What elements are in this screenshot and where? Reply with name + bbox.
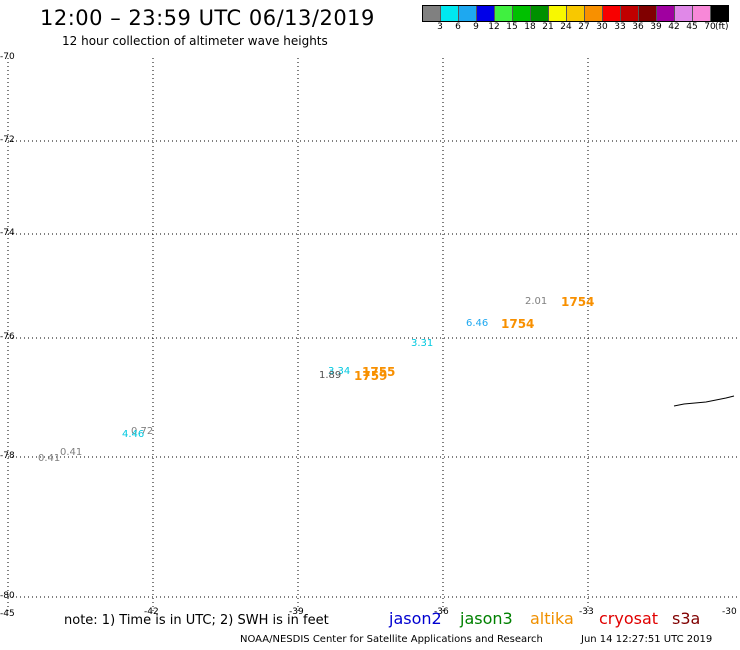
grid-lines (7, 58, 740, 612)
lat-label: -74 (0, 228, 15, 238)
legend-swatch (657, 6, 675, 21)
satellite-label-s3a: s3a (672, 609, 701, 628)
lon-label: -36 (434, 607, 449, 617)
map-title: 12:00 – 23:59 UTC 06/13/2019 (40, 6, 375, 30)
legend-unit: (ft) (715, 22, 729, 32)
satellite-label-altika: altika (530, 609, 574, 628)
legend-label: 12 (488, 22, 500, 32)
legend-swatch (675, 6, 693, 21)
legend-label: 21 (542, 22, 554, 32)
legend-swatch (621, 6, 639, 21)
legend-label: 70 (704, 22, 716, 32)
pass-time-label: 1759 (354, 369, 388, 383)
legend-swatch (585, 6, 603, 21)
wave-height-value: 0.41 (60, 447, 83, 458)
legend-swatch (567, 6, 585, 21)
legend-label: 36 (632, 22, 644, 32)
legend-label: 39 (650, 22, 662, 32)
legend-label: 9 (473, 22, 479, 32)
lon-label: -33 (579, 607, 594, 617)
legend-swatch (441, 6, 459, 21)
legend-label: 18 (524, 22, 536, 32)
legend-label: 6 (455, 22, 461, 32)
lon-label: -30 (722, 607, 737, 617)
wave-height-value: 4.46 (122, 429, 145, 440)
legend-swatch (693, 6, 711, 21)
legend-swatch (477, 6, 495, 21)
legend-swatch (549, 6, 567, 21)
wave-height-value: 0.41 (38, 453, 61, 464)
pass-time-label: 1754 (501, 317, 535, 331)
wave-height-value: 6.46 (466, 318, 489, 329)
lat-label: -72 (0, 135, 15, 145)
lat-label: -70 (0, 52, 15, 62)
wave-height-value: 2.01 (525, 296, 548, 307)
legend-swatch (495, 6, 513, 21)
legend-label: 45 (686, 22, 698, 32)
wave-height-value: 0.72 (131, 426, 154, 437)
legend-label: 42 (668, 22, 680, 32)
credit-line: NOAA/NESDIS Center for Satellite Applica… (240, 634, 543, 645)
legend-label: 24 (560, 22, 572, 32)
map-subtitle: 12 hour collection of altimeter wave hei… (62, 34, 328, 48)
satellite-label-jason3: jason3 (460, 609, 513, 628)
lon-label: -42 (144, 607, 159, 617)
legend-label: 3 (437, 22, 443, 32)
legend-swatch (459, 6, 477, 21)
wave-height-value: 1.89 (319, 370, 342, 381)
legend-swatch (711, 6, 728, 21)
legend-label: 30 (596, 22, 608, 32)
lon-label: -39 (289, 607, 304, 617)
lat-label: -80 (0, 591, 15, 601)
units-note: note: 1) Time is in UTC; 2) SWH is in fe… (64, 613, 329, 628)
legend-swatch (513, 6, 531, 21)
color-legend-bar (422, 5, 729, 22)
lat-label: -76 (0, 332, 15, 342)
legend-label: 15 (506, 22, 518, 32)
pass-time-label: 1755 (362, 365, 396, 379)
legend-label: 33 (614, 22, 626, 32)
wave-height-value: 3.34 (328, 366, 351, 377)
legend-swatch (423, 6, 441, 21)
satellite-label-jason2: jason2 (389, 609, 442, 628)
satellite-label-cryosat: cryosat (599, 609, 659, 628)
lat-label: -78 (0, 451, 15, 461)
wave-height-value: 3.31 (411, 338, 434, 349)
generation-timestamp: Jun 14 12:27:51 UTC 2019 (581, 634, 713, 645)
coastline (673, 395, 735, 407)
pass-time-label: 1754 (561, 295, 595, 309)
legend-label: 27 (578, 22, 590, 32)
legend-swatch (639, 6, 657, 21)
legend-swatch (531, 6, 549, 21)
lon-label: -45 (0, 609, 15, 619)
legend-swatch (603, 6, 621, 21)
